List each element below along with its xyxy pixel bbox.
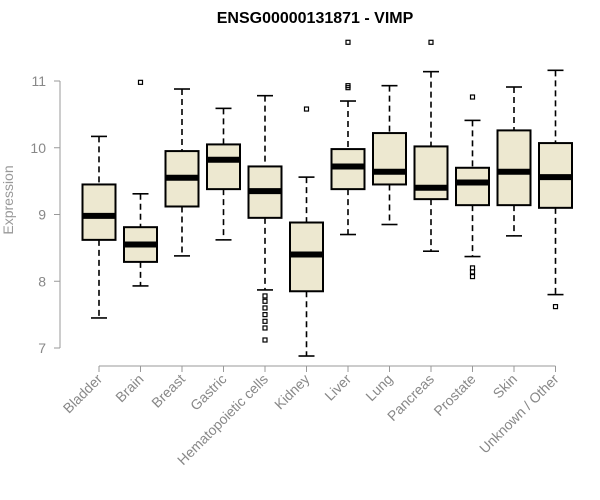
outlier-point: [428, 39, 434, 45]
outlier-point: [262, 318, 268, 324]
box-liver: [330, 39, 366, 236]
boxes-group: [81, 39, 573, 357]
outlier-point: [345, 83, 351, 89]
outlier-point: [262, 325, 268, 331]
y-tick-label: 9: [38, 207, 46, 223]
outlier-point: [345, 39, 351, 45]
outlier-point: [262, 293, 268, 299]
x-tick-label: Skin: [490, 371, 521, 402]
box-skin: [496, 86, 532, 237]
chart-title: ENSG00000131871 - VIMP: [217, 10, 414, 27]
outlier-point: [262, 337, 268, 343]
x-tick-label: Prostate: [430, 371, 478, 419]
iqr-box: [206, 143, 241, 191]
outlier-point: [262, 312, 268, 318]
outlier-point: [552, 304, 559, 310]
iqr-box: [496, 129, 532, 207]
box-unknown-other: [538, 69, 573, 310]
outlier-point: [303, 106, 310, 112]
box-bladder: [81, 135, 117, 319]
outlier-point: [262, 298, 268, 304]
box-breast: [164, 88, 200, 257]
outlier-point: [262, 305, 268, 311]
y-axis: 7 8 9 10 11: [30, 73, 61, 356]
x-tick-label: Unknown / Other: [476, 371, 562, 457]
y-axis-label: Expression: [0, 165, 16, 234]
y-tick-label: 10: [30, 140, 46, 156]
y-tick-label: 11: [31, 73, 46, 89]
x-tick-label: Bladder: [60, 371, 106, 417]
y-tick-label: 7: [38, 340, 46, 356]
outlier-point: [469, 265, 476, 271]
x-tick-label: Liver: [321, 371, 354, 404]
box-gastric: [206, 107, 241, 241]
box-brain: [123, 79, 158, 287]
x-tick-label: Lung: [362, 371, 395, 404]
outlier-point: [469, 269, 476, 275]
x-tick-label: Kidney: [271, 371, 313, 413]
iqr-box: [413, 145, 449, 201]
iqr-box: [372, 132, 407, 186]
outlier-point: [469, 273, 476, 280]
box-hematopoietic-cells: [247, 94, 283, 343]
x-tick-label: Breast: [148, 371, 188, 411]
y-tick-label: 8: [38, 273, 46, 289]
box-lung: [372, 84, 407, 226]
box-pancreas: [413, 39, 449, 253]
outlier-point: [469, 94, 476, 100]
box-prostate: [455, 94, 490, 280]
outlier-point: [137, 79, 144, 85]
iqr-box: [81, 183, 117, 241]
box-kidney: [289, 106, 324, 357]
iqr-box: [455, 166, 490, 207]
x-tick-label: Brain: [112, 371, 146, 405]
